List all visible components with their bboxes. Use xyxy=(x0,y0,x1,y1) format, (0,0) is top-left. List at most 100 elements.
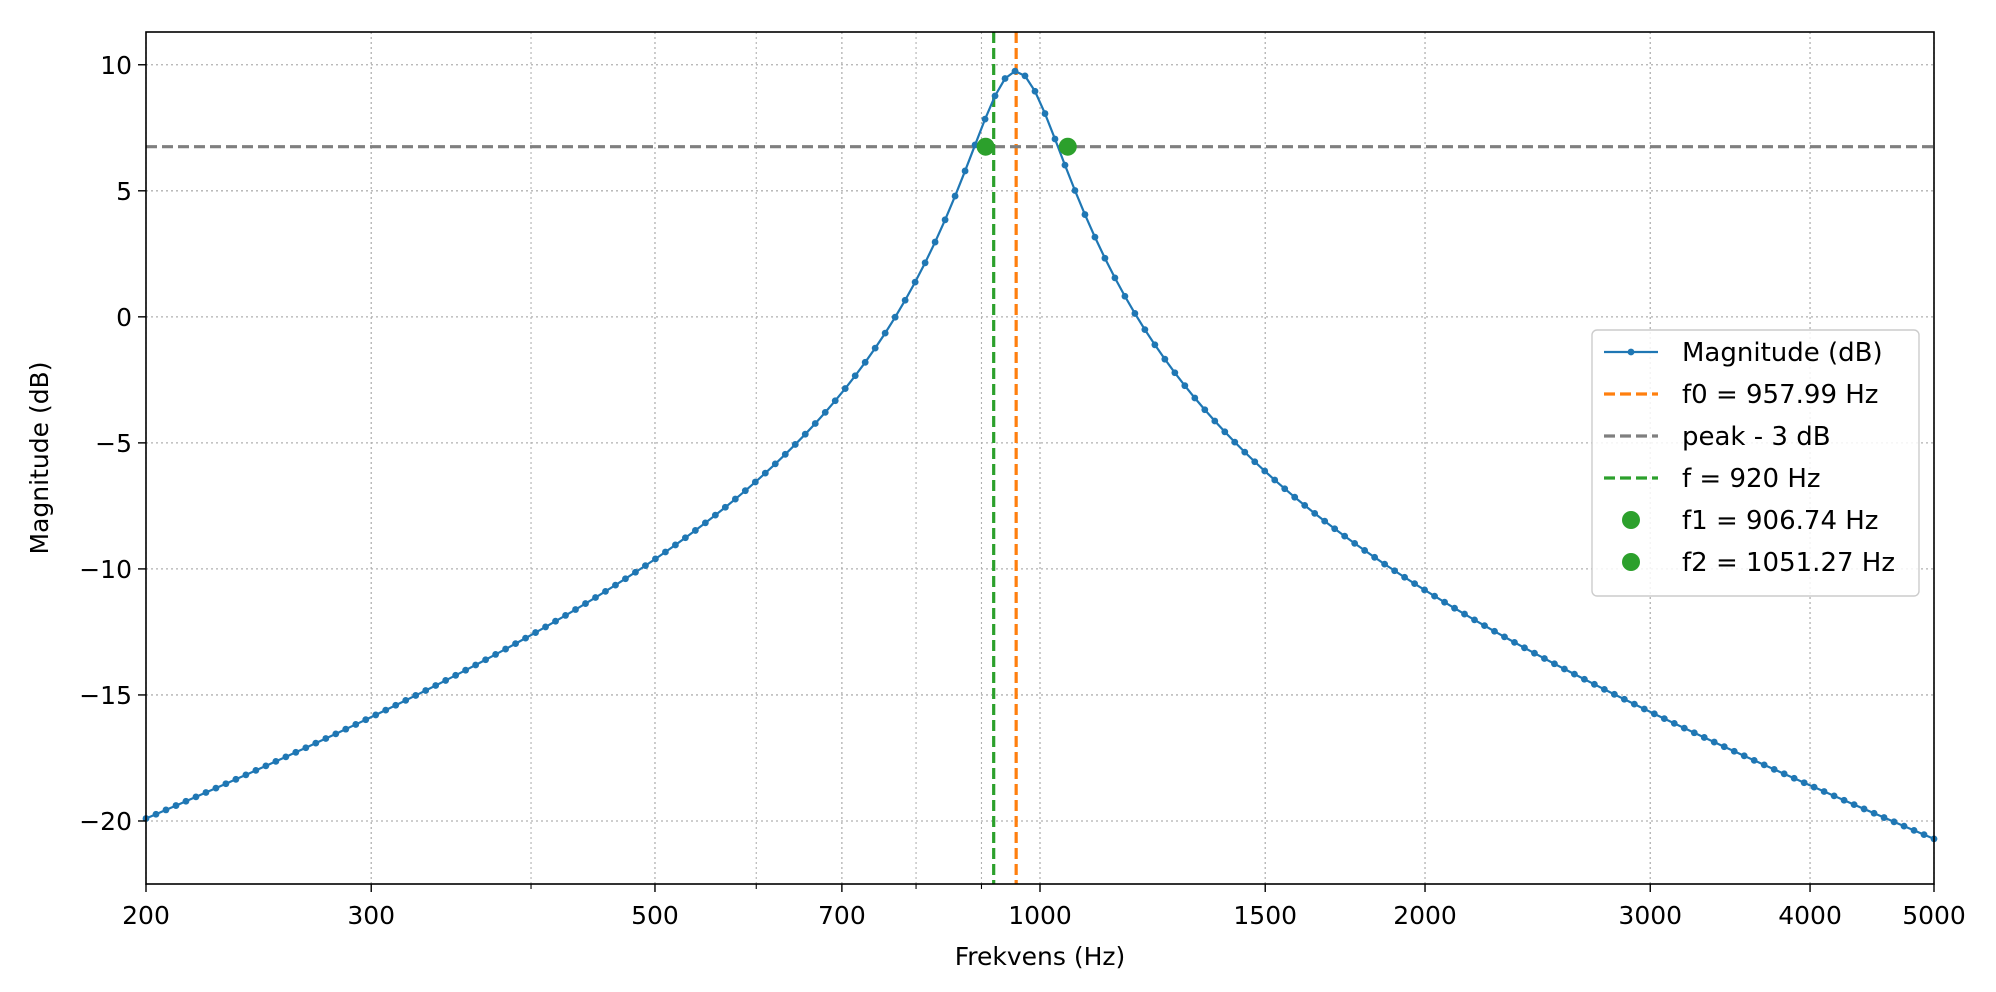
series-point xyxy=(1321,517,1329,525)
series-point xyxy=(1880,814,1888,821)
series-point xyxy=(991,92,999,100)
series-point xyxy=(412,692,420,699)
series-point xyxy=(1900,822,1908,830)
series-point xyxy=(1031,87,1039,95)
series-point xyxy=(1461,610,1468,618)
series-point xyxy=(1610,690,1618,698)
series-point xyxy=(1021,72,1029,80)
series-point xyxy=(502,645,509,653)
series-point xyxy=(1231,438,1239,446)
series-point xyxy=(302,744,310,752)
series-point xyxy=(1580,675,1588,683)
series-point xyxy=(212,784,220,792)
series-point xyxy=(1171,369,1179,377)
series-point xyxy=(1051,135,1059,143)
series-point xyxy=(232,775,240,783)
series-point xyxy=(152,810,160,818)
series-point xyxy=(242,771,250,779)
series-point xyxy=(1780,770,1788,778)
series-point xyxy=(1511,638,1518,646)
series-point xyxy=(1421,586,1428,594)
series-point xyxy=(1690,729,1698,737)
series-point xyxy=(632,568,639,576)
series-point xyxy=(921,259,929,267)
series-point xyxy=(841,385,849,392)
y-tick-label: 0 xyxy=(116,303,132,332)
series-point xyxy=(482,656,490,664)
series-point xyxy=(811,420,819,427)
series-point xyxy=(312,739,320,747)
series-point xyxy=(1251,458,1259,466)
series-point xyxy=(1061,161,1069,169)
series-point xyxy=(572,606,579,613)
legend-box xyxy=(1591,329,1920,597)
series-point xyxy=(831,397,839,405)
series-point xyxy=(741,487,749,495)
legend-label: f = 920 Hz xyxy=(1682,464,1821,494)
series-point xyxy=(1650,710,1658,718)
series-point xyxy=(1341,532,1349,540)
series-point xyxy=(891,313,899,321)
series-point xyxy=(1211,417,1219,425)
series-point xyxy=(911,278,919,286)
series-point xyxy=(192,793,200,801)
series-point xyxy=(1850,801,1858,809)
series-point xyxy=(1910,826,1918,834)
series-point xyxy=(262,762,270,770)
series-point xyxy=(1181,382,1189,390)
series-point xyxy=(1041,110,1049,117)
series-point xyxy=(1261,467,1269,475)
series-point xyxy=(1620,695,1628,703)
series-point xyxy=(1101,254,1109,262)
series-point xyxy=(1760,761,1768,769)
series-point xyxy=(1670,719,1678,727)
series-point xyxy=(951,192,959,200)
series-point xyxy=(472,661,480,669)
series-point xyxy=(1800,779,1808,787)
legend-swatch xyxy=(1622,511,1640,529)
y-tick-label: −20 xyxy=(79,807,132,836)
series-point xyxy=(1660,715,1668,723)
series-point xyxy=(1590,680,1598,688)
series-point xyxy=(1680,724,1688,732)
series-point xyxy=(642,562,649,570)
series-point xyxy=(172,802,180,809)
series-point xyxy=(542,623,549,631)
series-point xyxy=(492,651,500,658)
legend: Magnitude (dB) f0 = 957.99 Hz peak - 3 dB f… xyxy=(1591,329,1920,597)
series-point xyxy=(1830,792,1838,800)
series-point xyxy=(622,575,629,583)
series-point xyxy=(1071,187,1079,194)
series-point xyxy=(1201,406,1209,414)
x-tick-label: 2000 xyxy=(1393,901,1457,930)
y-axis-title: Magnitude (dB) xyxy=(25,362,54,555)
series-point xyxy=(1351,539,1359,547)
series-point xyxy=(1191,394,1199,402)
series-point xyxy=(282,753,290,761)
series-point xyxy=(1920,831,1928,839)
series-point xyxy=(1521,644,1528,652)
legend-label: Magnitude (dB) xyxy=(1682,338,1883,368)
y-tick-label: −5 xyxy=(95,429,132,458)
series-point xyxy=(701,519,709,527)
series-point xyxy=(1740,752,1748,760)
marker-point xyxy=(976,137,995,156)
series-point xyxy=(1271,476,1279,484)
series-point xyxy=(1141,326,1149,333)
axis-ticks: 200 300 500 700 1000 1500 2000 3000 4000 5000 10 5 0… xyxy=(79,51,1966,930)
series-point xyxy=(1860,805,1868,813)
reference-lines xyxy=(146,32,1934,884)
series-point xyxy=(652,555,659,563)
series-point xyxy=(1471,616,1478,624)
series-point xyxy=(1301,501,1309,509)
series-point xyxy=(272,757,280,765)
series-point xyxy=(1361,547,1369,554)
series-point xyxy=(382,706,390,714)
x-tick-label: 4000 xyxy=(1778,901,1842,930)
series-point xyxy=(1630,700,1638,708)
x-tick-label: 5000 xyxy=(1902,901,1966,930)
series-point xyxy=(1820,788,1828,795)
series-point xyxy=(821,408,829,416)
series-point xyxy=(1571,670,1578,678)
